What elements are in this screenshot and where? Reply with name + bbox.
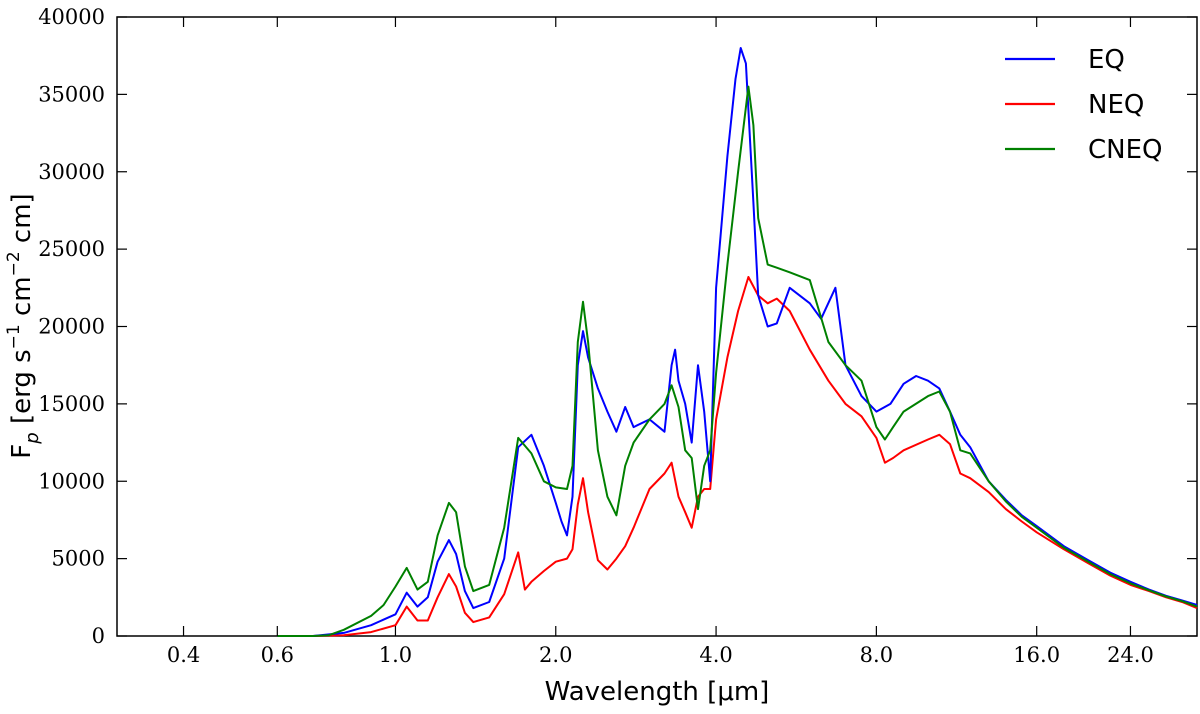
legend-label-cneq: CNEQ [1088, 135, 1163, 165]
x-tick-label: 8.0 [860, 643, 893, 667]
x-tick-label: 1.0 [379, 643, 412, 667]
x-axis: 0.4 0.6 1.0 2.0 4.0 8.0 16.0 24.0 [167, 17, 1154, 667]
y-tick-label: 20000 [38, 315, 105, 339]
legend-label-neq: NEQ [1088, 90, 1144, 120]
y-tick-label: 0 [92, 624, 105, 648]
x-tick-label: 2.0 [539, 643, 572, 667]
y-tick-label: 40000 [38, 5, 105, 29]
legend-label-eq: EQ [1088, 45, 1125, 75]
x-tick-label: 4.0 [699, 643, 732, 667]
y-axis-label: Fp [erg s−1 cm−2 cm] [4, 193, 43, 458]
y-tick-label: 30000 [38, 160, 105, 184]
legend: EQ NEQ CNEQ [1005, 45, 1163, 165]
x-tick-label: 0.4 [167, 643, 200, 667]
y-tick-label: 15000 [38, 392, 105, 416]
series-line-eq [277, 47, 1198, 637]
x-tick-label: 16.0 [1013, 643, 1060, 667]
y-tick-label: 10000 [38, 469, 105, 493]
x-tick-label: 24.0 [1107, 643, 1154, 667]
y-tick-label: 35000 [38, 82, 105, 106]
y-tick-label: 25000 [38, 237, 105, 261]
y-tick-label: 5000 [52, 547, 105, 571]
y-axis: 0 5000 10000 15000 20000 25000 30000 35000 40000 [38, 5, 1197, 648]
plot-frame [116, 16, 1198, 637]
x-tick-label: 0.6 [261, 643, 294, 667]
x-axis-label: Wavelength [μm] [545, 677, 770, 707]
series-line-cneq [277, 85, 1198, 637]
series-line-neq [277, 276, 1198, 637]
series-layer [277, 47, 1198, 637]
